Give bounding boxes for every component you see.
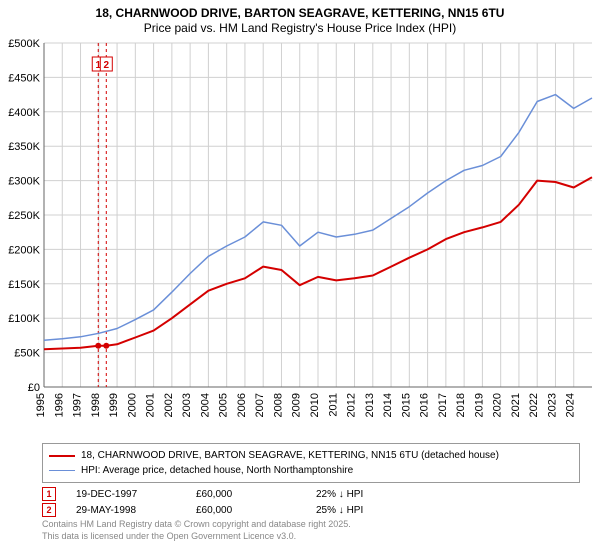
legend-item-hpi: HPI: Average price, detached house, Nort… xyxy=(49,463,573,478)
sales-table: 1 19-DEC-1997 £60,000 22% ↓ HPI 2 29-MAY… xyxy=(42,487,580,517)
svg-text:£200K: £200K xyxy=(8,244,40,256)
svg-text:1996: 1996 xyxy=(53,393,65,417)
footer-line-2: This data is licensed under the Open Gov… xyxy=(42,531,580,543)
svg-text:£500K: £500K xyxy=(8,38,40,50)
footer-line-1: Contains HM Land Registry data © Crown c… xyxy=(42,519,580,531)
footer: Contains HM Land Registry data © Crown c… xyxy=(42,519,580,542)
legend-swatch-price-paid xyxy=(49,455,75,457)
svg-text:£100K: £100K xyxy=(8,313,40,325)
svg-text:1995: 1995 xyxy=(35,393,47,417)
svg-text:2021: 2021 xyxy=(510,393,522,417)
svg-text:2016: 2016 xyxy=(419,393,431,417)
svg-text:2005: 2005 xyxy=(218,393,230,417)
svg-text:2000: 2000 xyxy=(126,393,138,417)
svg-text:2015: 2015 xyxy=(400,393,412,417)
svg-text:2009: 2009 xyxy=(291,393,303,417)
sale-marker-2: 2 xyxy=(42,503,56,517)
svg-text:£350K: £350K xyxy=(8,141,40,153)
legend: 18, CHARNWOOD DRIVE, BARTON SEAGRAVE, KE… xyxy=(42,443,580,483)
svg-text:1999: 1999 xyxy=(108,393,120,417)
sale-price: £60,000 xyxy=(196,505,296,516)
title-line-2: Price paid vs. HM Land Registry's House … xyxy=(10,21,590,35)
sale-pct: 22% ↓ HPI xyxy=(316,489,416,500)
svg-text:2008: 2008 xyxy=(272,393,284,417)
svg-text:2007: 2007 xyxy=(254,393,266,417)
sale-row: 2 29-MAY-1998 £60,000 25% ↓ HPI xyxy=(42,503,580,517)
svg-text:£300K: £300K xyxy=(8,176,40,188)
svg-text:1998: 1998 xyxy=(90,393,102,417)
sale-row: 1 19-DEC-1997 £60,000 22% ↓ HPI xyxy=(42,487,580,501)
svg-text:2003: 2003 xyxy=(181,393,193,417)
svg-text:£0: £0 xyxy=(28,382,40,394)
svg-text:2013: 2013 xyxy=(364,393,376,417)
svg-text:2014: 2014 xyxy=(382,393,394,417)
svg-text:£50K: £50K xyxy=(14,348,40,360)
svg-text:£150K: £150K xyxy=(8,279,40,291)
svg-text:2: 2 xyxy=(104,60,110,71)
title-block: 18, CHARNWOOD DRIVE, BARTON SEAGRAVE, KE… xyxy=(0,0,600,37)
legend-label-hpi: HPI: Average price, detached house, Nort… xyxy=(81,463,353,478)
svg-text:2006: 2006 xyxy=(236,393,248,417)
svg-text:2001: 2001 xyxy=(145,393,157,417)
svg-text:2002: 2002 xyxy=(163,393,175,417)
legend-item-price-paid: 18, CHARNWOOD DRIVE, BARTON SEAGRAVE, KE… xyxy=(49,448,573,463)
svg-text:2019: 2019 xyxy=(473,393,485,417)
svg-text:£450K: £450K xyxy=(8,72,40,84)
chart-area: £0 £50K £100K £150K £200K £250K £300K £350K £400… xyxy=(0,37,600,437)
svg-text:2023: 2023 xyxy=(546,393,558,417)
chart-svg: £0 £50K £100K £150K £200K £250K £300K £350K £400… xyxy=(0,37,600,437)
legend-label-price-paid: 18, CHARNWOOD DRIVE, BARTON SEAGRAVE, KE… xyxy=(81,448,499,463)
sale-marker-1: 1 xyxy=(42,487,56,501)
svg-text:2012: 2012 xyxy=(346,393,358,417)
svg-text:2010: 2010 xyxy=(309,393,321,417)
sale-date: 19-DEC-1997 xyxy=(76,489,176,500)
svg-text:1997: 1997 xyxy=(72,393,84,417)
sale-pct: 25% ↓ HPI xyxy=(316,505,416,516)
svg-text:2022: 2022 xyxy=(528,393,540,417)
title-line-1: 18, CHARNWOOD DRIVE, BARTON SEAGRAVE, KE… xyxy=(10,6,590,20)
svg-text:2018: 2018 xyxy=(455,393,467,417)
sale-price: £60,000 xyxy=(196,489,296,500)
svg-text:£400K: £400K xyxy=(8,107,40,119)
legend-swatch-hpi xyxy=(49,470,75,471)
svg-text:2004: 2004 xyxy=(199,393,211,417)
sale-date: 29-MAY-1998 xyxy=(76,505,176,516)
svg-text:£250K: £250K xyxy=(8,210,40,222)
chart-container: 18, CHARNWOOD DRIVE, BARTON SEAGRAVE, KE… xyxy=(0,0,600,542)
svg-text:2024: 2024 xyxy=(565,393,577,417)
svg-text:2017: 2017 xyxy=(437,393,449,417)
svg-text:2011: 2011 xyxy=(327,393,339,417)
svg-text:2020: 2020 xyxy=(492,393,504,417)
